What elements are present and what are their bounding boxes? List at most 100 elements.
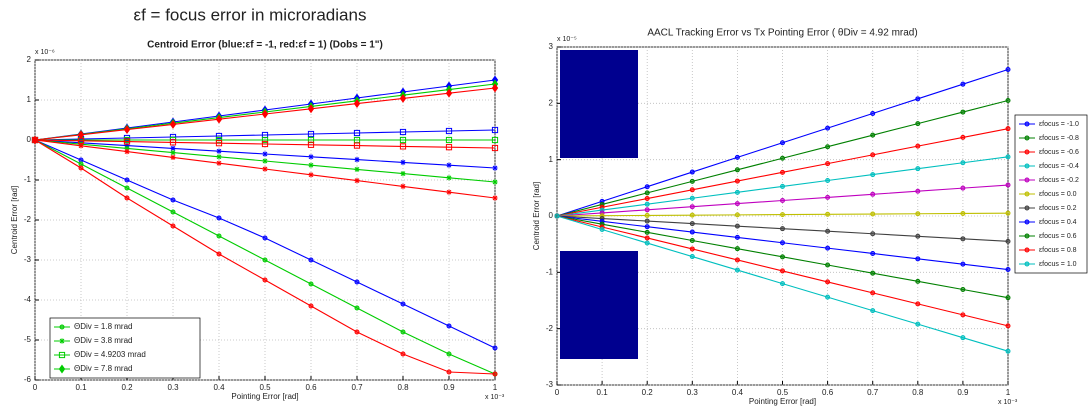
inset-image	[560, 251, 638, 359]
x-tick-label: 0.7	[351, 383, 363, 392]
point	[689, 195, 695, 201]
point	[124, 149, 130, 155]
point	[734, 201, 740, 207]
point	[870, 290, 876, 296]
x-tick-label: 0.6	[305, 383, 317, 392]
point	[216, 215, 222, 221]
point	[445, 88, 453, 98]
point	[644, 212, 650, 218]
x-tick-label: 0.9	[443, 383, 455, 392]
point	[400, 329, 406, 335]
point	[354, 305, 360, 311]
point	[960, 312, 966, 318]
y-tick-label: -5	[24, 335, 32, 344]
x-tick-label: 0.8	[397, 383, 409, 392]
point	[446, 351, 452, 357]
x-tick-label: 0.4	[732, 388, 744, 397]
point	[399, 136, 407, 144]
point	[644, 201, 650, 207]
x-tick-label: 0.2	[642, 388, 654, 397]
y-tick-label: 3	[549, 42, 554, 51]
point	[492, 345, 498, 351]
point	[216, 233, 222, 239]
point	[215, 132, 223, 140]
point	[734, 178, 740, 184]
point	[960, 81, 966, 87]
point	[915, 96, 921, 102]
y-multiplier: x 10⁻⁵	[557, 36, 577, 43]
point	[734, 246, 740, 252]
series-line	[34, 129, 496, 141]
legend-marker	[59, 338, 65, 344]
point	[734, 257, 740, 263]
point	[170, 209, 176, 215]
point	[446, 369, 452, 375]
point	[960, 134, 966, 140]
point	[870, 270, 876, 276]
legend-marker	[1024, 205, 1030, 211]
point	[780, 240, 785, 246]
point	[780, 183, 785, 189]
point	[78, 161, 84, 167]
point	[170, 197, 176, 203]
point	[124, 195, 130, 201]
y-tick-label: -1	[546, 267, 554, 276]
x-multiplier: x 10⁻³	[998, 399, 1018, 406]
point	[215, 136, 223, 144]
x-tick-label: 1	[493, 383, 498, 392]
point	[1005, 238, 1011, 244]
y-tick-label: -2	[24, 215, 32, 224]
point	[354, 166, 360, 172]
legend-label: εfocus = 0.4	[1039, 219, 1077, 226]
point	[960, 109, 966, 115]
series-line	[34, 139, 496, 149]
point	[915, 301, 921, 307]
point	[400, 159, 406, 165]
point	[262, 277, 268, 283]
point	[308, 162, 314, 168]
legend-marker	[1024, 191, 1030, 197]
point	[262, 257, 268, 263]
point	[262, 151, 268, 157]
point	[915, 321, 921, 327]
point	[780, 254, 785, 260]
point	[400, 351, 406, 357]
point	[960, 160, 966, 166]
x-tick-label: 0	[33, 383, 38, 392]
point	[780, 155, 785, 161]
point	[124, 177, 130, 183]
point	[780, 198, 785, 204]
legend-marker	[1024, 121, 1030, 127]
point	[915, 256, 921, 262]
legend-marker	[1024, 135, 1030, 141]
point	[399, 128, 407, 136]
point	[445, 127, 453, 135]
point	[689, 212, 695, 218]
legend-marker	[1024, 247, 1030, 253]
y-tick-label: 1	[549, 155, 554, 164]
point	[734, 189, 740, 195]
y-tick-label: -2	[546, 324, 554, 333]
y-tick-label: 0	[27, 135, 32, 144]
point	[960, 287, 966, 293]
point	[689, 246, 695, 252]
point	[825, 178, 831, 184]
point	[780, 226, 785, 232]
legend-label: εfocus = -0.8	[1039, 135, 1079, 142]
y-tick-label: 1	[27, 95, 32, 104]
legend-marker	[1024, 261, 1030, 267]
point	[123, 125, 131, 135]
y-tick-label: -6	[24, 375, 32, 384]
point	[169, 139, 177, 146]
point	[915, 278, 921, 284]
y-multiplier: x 10⁻⁶	[35, 49, 55, 56]
point	[124, 145, 130, 151]
point	[446, 162, 452, 168]
point	[354, 279, 360, 285]
legend-label: εfocus = -0.2	[1039, 177, 1079, 184]
point	[354, 329, 360, 335]
point	[216, 160, 222, 166]
point	[491, 126, 499, 134]
point	[446, 323, 452, 329]
point	[492, 165, 498, 171]
